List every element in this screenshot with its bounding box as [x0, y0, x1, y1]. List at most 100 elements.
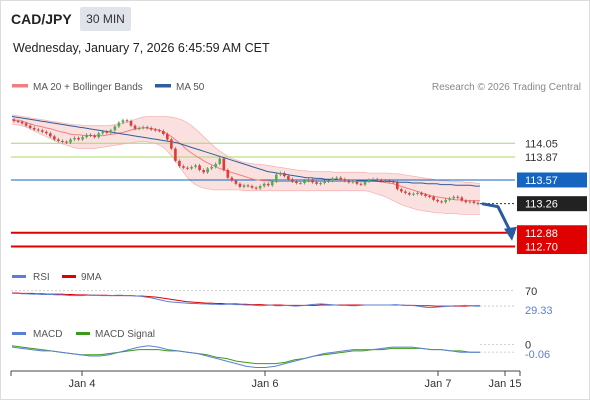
candle-body — [53, 136, 56, 140]
candle-body — [327, 180, 331, 182]
candle-body — [186, 167, 189, 169]
level-label-112.70: 112.70 — [525, 242, 558, 254]
candle-body — [166, 134, 169, 140]
candle-body — [206, 168, 209, 173]
candle-body — [375, 179, 379, 181]
x-tick-label: Jan 6 — [252, 378, 279, 390]
candle-body — [20, 121, 24, 124]
candle-body — [28, 125, 32, 128]
candle-body — [379, 179, 383, 181]
candle-body — [149, 127, 153, 130]
candle-body — [49, 133, 52, 137]
macd-signal-line — [11, 345, 480, 365]
timeframe-badge[interactable]: 30 MIN — [80, 7, 131, 31]
candle-body — [65, 141, 68, 143]
legend-ma50-label: MA 50 — [176, 82, 205, 93]
candle-body — [218, 158, 222, 164]
candle-body — [44, 131, 48, 134]
candle-body — [319, 183, 322, 185]
candle-body — [161, 131, 165, 135]
candle-body — [133, 125, 137, 129]
candle-body — [190, 166, 193, 169]
macd-line — [11, 345, 480, 368]
candle-body — [363, 181, 367, 185]
candle-body — [202, 170, 205, 173]
legend-macd-signal-label: MACD Signal — [95, 329, 155, 340]
bollinger-lower-line — [11, 123, 480, 215]
candle-body — [359, 183, 363, 185]
candle-body — [214, 163, 218, 167]
candle-body — [113, 126, 117, 131]
candle-body — [460, 197, 464, 201]
level-label-113.87: 113.87 — [525, 152, 558, 164]
candle-body — [303, 180, 306, 184]
candle-body — [121, 120, 125, 123]
candle-body — [291, 179, 294, 182]
rsi-line — [12, 292, 480, 309]
candle-body — [157, 130, 161, 132]
candle-body — [387, 180, 391, 182]
candle-body — [109, 130, 113, 133]
legend-9ma-swatch — [62, 275, 76, 278]
credit-label: Research © 2026 Trading Central — [432, 82, 581, 93]
candle-body — [12, 119, 16, 122]
candle-body — [258, 186, 262, 189]
candle-body — [335, 177, 339, 179]
candle-body — [307, 179, 310, 181]
candle-body — [32, 127, 36, 130]
symbol-title: CAD/JPY — [11, 11, 72, 27]
candle-body — [270, 181, 274, 186]
candle-body — [339, 177, 343, 180]
datetime-label: Wednesday, January 7, 2026 6:45:59 AM CE… — [13, 41, 270, 55]
candle-body — [170, 139, 173, 149]
candle-body — [323, 181, 326, 184]
candle-body — [416, 192, 419, 194]
macd-level-label-0: 0 — [525, 340, 531, 352]
forecast-arrow-shaft — [481, 202, 512, 232]
candle-body — [436, 199, 439, 202]
candle-body — [420, 192, 423, 195]
candle-body — [16, 121, 20, 123]
candle-body — [355, 181, 359, 184]
candle-body — [57, 139, 60, 141]
level-box-113.26 — [517, 196, 587, 212]
legend-9ma-label: 9MA — [81, 272, 102, 283]
candle-body — [315, 182, 318, 184]
candle-body — [210, 166, 214, 169]
candle-body — [395, 182, 399, 190]
level-label-113.57: 113.57 — [525, 175, 558, 187]
candle-body — [367, 179, 371, 182]
candle-body — [222, 158, 226, 171]
legend-rsi-label: RSI — [33, 272, 50, 283]
x-tick-label: Jan 15 — [488, 378, 521, 390]
candle-body — [262, 183, 266, 187]
candle-body — [69, 139, 72, 143]
candle-body — [404, 191, 407, 193]
candle-body — [254, 187, 258, 189]
candle-body — [93, 135, 97, 138]
price-panel: 114.05 113.87 113.57 113.26 112.88 112.70 — [11, 114, 587, 255]
candle-body — [371, 179, 375, 181]
candle-body — [85, 134, 88, 138]
legend-macd-label: MACD — [33, 329, 62, 340]
candle-body — [145, 127, 149, 129]
candle-body — [299, 183, 302, 185]
candle-body — [182, 166, 185, 168]
candle-body — [242, 185, 246, 187]
x-tick-label: Jan 7 — [425, 378, 452, 390]
candle-body — [40, 130, 44, 132]
candle-body — [400, 189, 403, 192]
macd-panel: 0-0.06 — [11, 340, 550, 368]
candle-body — [432, 196, 435, 200]
candle-body — [198, 165, 201, 171]
legend-macd-swatch — [12, 332, 26, 335]
candle-body — [36, 129, 40, 131]
candle-body — [412, 193, 415, 195]
candle-body — [444, 199, 448, 203]
candle-body — [250, 186, 254, 188]
candle-body — [468, 201, 472, 203]
candle-body — [153, 129, 157, 131]
candle-body — [408, 192, 411, 195]
rsi-level-label-70: 70 — [525, 286, 537, 298]
